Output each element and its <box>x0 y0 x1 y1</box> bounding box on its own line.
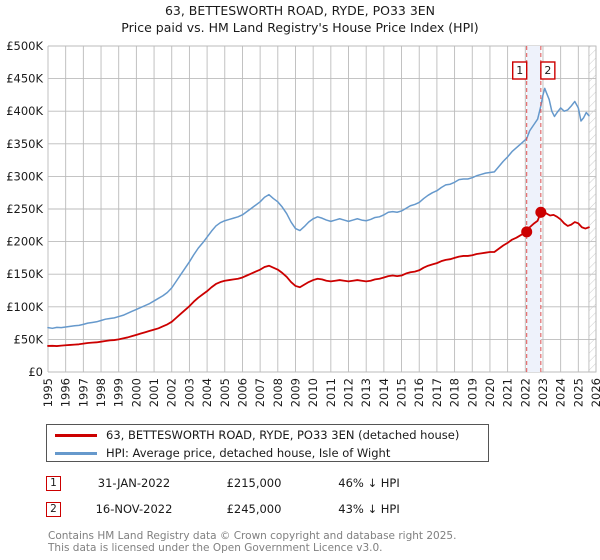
svg-text:2016: 2016 <box>412 378 426 407</box>
grid-layer <box>47 45 597 373</box>
page-title: 63, BETTESWORTH ROAD, RYDE, PO33 3EN <box>164 3 436 18</box>
transaction-point-markers <box>521 206 547 238</box>
legend-label-hpi: HPI: Average price, detached house, Isle… <box>106 446 391 460</box>
svg-text:2017: 2017 <box>430 378 444 407</box>
transaction-date-2: 16-NOV-2022 <box>95 502 173 516</box>
legend-item-price-paid: 63, BETTESWORTH ROAD, RYDE, PO33 3EN (de… <box>47 426 488 444</box>
transactions-table: 1 31-JAN-2022 £215,000 46% ↓ HPI 2 16-NO… <box>46 470 496 522</box>
transaction-date-1: 31-JAN-2022 <box>97 476 171 490</box>
svg-text:2005: 2005 <box>218 378 232 407</box>
svg-text:£350K: £350K <box>6 137 43 151</box>
svg-text:2019: 2019 <box>465 378 479 407</box>
transaction-hpi-delta-2: 43% ↓ HPI <box>338 502 400 516</box>
highlight-band <box>526 46 541 372</box>
transaction-callout-1: 1 <box>512 61 528 80</box>
page-subtitle: Price paid vs. HM Land Registry's House … <box>121 20 479 35</box>
table-row: 2 16-NOV-2022 £245,000 43% ↓ HPI <box>46 496 496 522</box>
svg-text:2010: 2010 <box>306 378 320 407</box>
svg-text:2015: 2015 <box>395 378 409 407</box>
svg-text:2012: 2012 <box>342 378 356 407</box>
svg-text:2025: 2025 <box>571 378 585 407</box>
hpi-line-chart: £0 £50K £100K £150K £200K £250K £300K £350K £400… <box>6 39 600 407</box>
svg-text:1: 1 <box>516 64 523 77</box>
svg-text:2018: 2018 <box>448 378 462 407</box>
svg-text:2004: 2004 <box>200 378 214 407</box>
svg-text:1998: 1998 <box>94 378 108 407</box>
svg-text:1996: 1996 <box>59 378 73 407</box>
svg-text:2022: 2022 <box>518 378 532 407</box>
transaction-price-1: £215,000 <box>226 476 282 490</box>
svg-text:2003: 2003 <box>182 378 196 407</box>
svg-text:2008: 2008 <box>271 378 285 407</box>
svg-text:£300K: £300K <box>6 169 43 183</box>
svg-text:2000: 2000 <box>129 378 143 407</box>
no-data-hatched-region <box>588 45 597 373</box>
legend-swatch-blue <box>55 451 97 455</box>
svg-text:1999: 1999 <box>112 378 126 407</box>
transaction-hpi-delta-1: 46% ↓ HPI <box>338 476 400 490</box>
svg-text:2: 2 <box>544 64 551 77</box>
svg-text:£150K: £150K <box>6 267 43 281</box>
svg-text:2006: 2006 <box>235 378 249 407</box>
footer-line-1: Contains HM Land Registry data © Crown c… <box>48 530 457 542</box>
svg-text:£100K: £100K <box>6 300 43 314</box>
svg-text:£50K: £50K <box>14 332 44 346</box>
svg-text:2001: 2001 <box>147 378 161 407</box>
svg-text:£250K: £250K <box>6 202 43 216</box>
svg-text:1995: 1995 <box>41 378 55 407</box>
svg-text:£200K: £200K <box>6 235 43 249</box>
svg-text:2020: 2020 <box>483 378 497 407</box>
svg-text:2026: 2026 <box>589 378 600 407</box>
svg-text:2007: 2007 <box>253 378 267 407</box>
svg-text:2024: 2024 <box>554 378 568 407</box>
transaction-callout-2: 2 <box>540 61 556 80</box>
footer-attribution: Contains HM Land Registry data © Crown c… <box>48 530 588 554</box>
svg-text:2023: 2023 <box>536 378 550 407</box>
svg-text:2014: 2014 <box>377 378 391 407</box>
footer-line-2: This data is licensed under the Open Gov… <box>48 542 383 554</box>
chart-legend: 63, BETTESWORTH ROAD, RYDE, PO33 3EN (de… <box>46 424 489 462</box>
legend-item-hpi: HPI: Average price, detached house, Isle… <box>47 444 488 462</box>
transaction-price-2: £245,000 <box>226 502 282 516</box>
svg-text:2011: 2011 <box>324 378 338 407</box>
svg-text:2002: 2002 <box>165 378 179 407</box>
x-axis-labels: 1995 1996 1997 1998 1999 2000 2001 2002 2003 2004… <box>41 378 600 407</box>
svg-text:2013: 2013 <box>359 378 373 407</box>
y-axis-labels: £0 £50K £100K £150K £200K £250K £300K £350K £400… <box>6 39 43 379</box>
transaction-index-badge-1: 1 <box>46 475 61 491</box>
svg-text:£500K: £500K <box>6 39 43 53</box>
svg-text:1997: 1997 <box>76 378 90 407</box>
svg-text:2021: 2021 <box>501 378 515 407</box>
svg-text:£450K: £450K <box>6 72 43 86</box>
legend-swatch-red <box>55 433 97 437</box>
title-block: 63, BETTESWORTH ROAD, RYDE, PO33 3EN Pri… <box>0 2 600 36</box>
transaction-index-badge-2: 2 <box>46 501 61 517</box>
legend-label-price-paid: 63, BETTESWORTH ROAD, RYDE, PO33 3EN (de… <box>106 428 460 442</box>
svg-text:£0: £0 <box>28 365 43 379</box>
svg-text:£400K: £400K <box>6 104 43 118</box>
series-layer <box>47 87 590 347</box>
svg-text:2009: 2009 <box>288 378 302 407</box>
table-row: 1 31-JAN-2022 £215,000 46% ↓ HPI <box>46 470 496 496</box>
